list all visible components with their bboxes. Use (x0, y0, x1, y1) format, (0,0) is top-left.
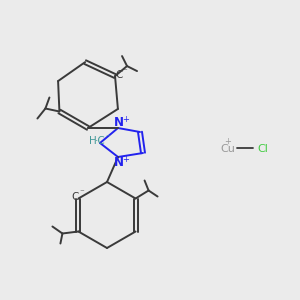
Text: C: C (115, 70, 123, 80)
Text: ⁻: ⁻ (106, 134, 110, 142)
Text: ⁻: ⁻ (123, 68, 128, 76)
Text: ⁻: ⁻ (79, 188, 84, 197)
Text: N: N (114, 155, 124, 169)
Text: +: + (225, 136, 231, 146)
Text: H: H (89, 136, 97, 146)
Text: N: N (114, 116, 124, 130)
Text: Cl: Cl (258, 144, 268, 154)
Text: Cu: Cu (220, 144, 236, 154)
Text: ·C: ·C (94, 136, 105, 146)
Text: +: + (123, 115, 129, 124)
Text: C: C (72, 191, 79, 202)
Text: +: + (123, 154, 129, 164)
